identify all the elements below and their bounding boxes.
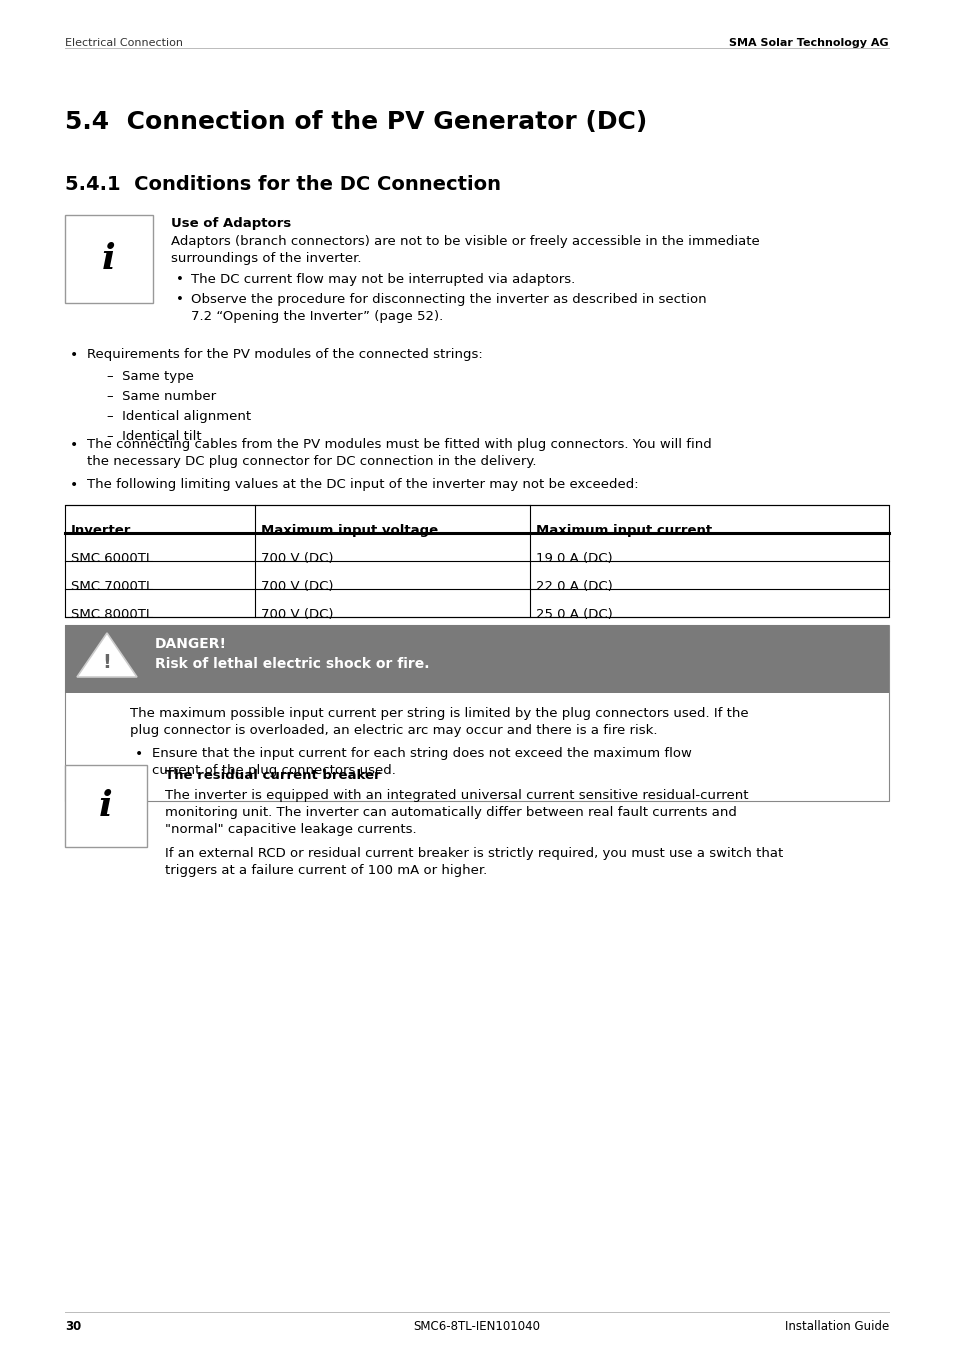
Text: 25.0 A (DC): 25.0 A (DC) <box>536 608 612 621</box>
Text: i: i <box>102 242 115 276</box>
Text: Electrical Connection: Electrical Connection <box>65 38 183 49</box>
Text: The following limiting values at the DC input of the inverter may not be exceede: The following limiting values at the DC … <box>87 479 638 491</box>
Text: •: • <box>70 438 78 452</box>
Text: Maximum input voltage: Maximum input voltage <box>261 525 437 537</box>
Text: •: • <box>70 347 78 362</box>
Text: •: • <box>135 748 143 761</box>
Text: Installation Guide: Installation Guide <box>784 1320 888 1333</box>
Text: Use of Adaptors: Use of Adaptors <box>171 218 291 230</box>
Text: SMA Solar Technology AG: SMA Solar Technology AG <box>729 38 888 49</box>
Text: The inverter is equipped with an integrated universal current sensitive residual: The inverter is equipped with an integra… <box>165 790 748 802</box>
Bar <box>65 625 888 800</box>
Bar <box>65 506 888 617</box>
Text: SMC 6000TL: SMC 6000TL <box>71 552 153 565</box>
Text: Adaptors (branch connectors) are not to be visible or freely accessible in the i: Adaptors (branch connectors) are not to … <box>171 235 759 247</box>
Text: i: i <box>99 790 112 823</box>
Text: •: • <box>70 479 78 492</box>
Text: 700 V (DC): 700 V (DC) <box>261 580 334 594</box>
Text: –  Identical tilt: – Identical tilt <box>107 430 201 443</box>
Text: 700 V (DC): 700 V (DC) <box>261 552 334 565</box>
Text: Ensure that the input current for each string does not exceed the maximum flow: Ensure that the input current for each s… <box>152 748 691 760</box>
Text: !: ! <box>103 653 112 672</box>
Bar <box>65 215 152 303</box>
Text: "normal" capacitive leakage currents.: "normal" capacitive leakage currents. <box>165 823 416 836</box>
Text: Risk of lethal electric shock or fire.: Risk of lethal electric shock or fire. <box>154 657 429 671</box>
Text: Inverter: Inverter <box>71 525 132 537</box>
Text: –  Same type: – Same type <box>107 370 193 383</box>
Text: The connecting cables from the PV modules must be fitted with plug connectors. Y: The connecting cables from the PV module… <box>87 438 711 452</box>
Text: DANGER!: DANGER! <box>154 637 227 652</box>
Text: monitoring unit. The inverter can automatically differ between real fault curren: monitoring unit. The inverter can automa… <box>165 806 736 819</box>
Text: triggers at a failure current of 100 mA or higher.: triggers at a failure current of 100 mA … <box>165 864 487 877</box>
Polygon shape <box>77 633 137 677</box>
Bar <box>65 625 888 694</box>
Text: 5.4.1  Conditions for the DC Connection: 5.4.1 Conditions for the DC Connection <box>65 174 500 193</box>
Text: –  Same number: – Same number <box>107 389 216 403</box>
Text: surroundings of the inverter.: surroundings of the inverter. <box>171 251 361 265</box>
Text: 7.2 “Opening the Inverter” (page 52).: 7.2 “Opening the Inverter” (page 52). <box>191 310 443 323</box>
Text: Maximum input current: Maximum input current <box>536 525 711 537</box>
Text: 22.0 A (DC): 22.0 A (DC) <box>536 580 612 594</box>
Text: Observe the procedure for disconnecting the inverter as described in section: Observe the procedure for disconnecting … <box>191 293 706 306</box>
Text: The DC current flow may not be interrupted via adaptors.: The DC current flow may not be interrupt… <box>191 273 575 287</box>
Text: SMC 8000TL: SMC 8000TL <box>71 608 153 621</box>
Text: current of the plug connectors used.: current of the plug connectors used. <box>152 764 395 777</box>
Text: SMC 7000TL: SMC 7000TL <box>71 580 153 594</box>
Text: 30: 30 <box>65 1320 81 1333</box>
Text: 19.0 A (DC): 19.0 A (DC) <box>536 552 612 565</box>
Text: The residual current breaker: The residual current breaker <box>165 769 380 781</box>
Text: the necessary DC plug connector for DC connection in the delivery.: the necessary DC plug connector for DC c… <box>87 456 536 468</box>
Text: 5.4  Connection of the PV Generator (DC): 5.4 Connection of the PV Generator (DC) <box>65 110 646 134</box>
Text: Requirements for the PV modules of the connected strings:: Requirements for the PV modules of the c… <box>87 347 482 361</box>
Text: SMC6-8TL-IEN101040: SMC6-8TL-IEN101040 <box>413 1320 540 1333</box>
Text: –  Identical alignment: – Identical alignment <box>107 410 251 423</box>
Text: 700 V (DC): 700 V (DC) <box>261 608 334 621</box>
Bar <box>65 765 147 846</box>
Text: •: • <box>175 293 184 306</box>
Text: •: • <box>175 273 184 287</box>
Text: If an external RCD or residual current breaker is strictly required, you must us: If an external RCD or residual current b… <box>165 846 782 860</box>
Text: plug connector is overloaded, an electric arc may occur and there is a fire risk: plug connector is overloaded, an electri… <box>130 725 657 737</box>
Text: The maximum possible input current per string is limited by the plug connectors : The maximum possible input current per s… <box>130 707 748 721</box>
